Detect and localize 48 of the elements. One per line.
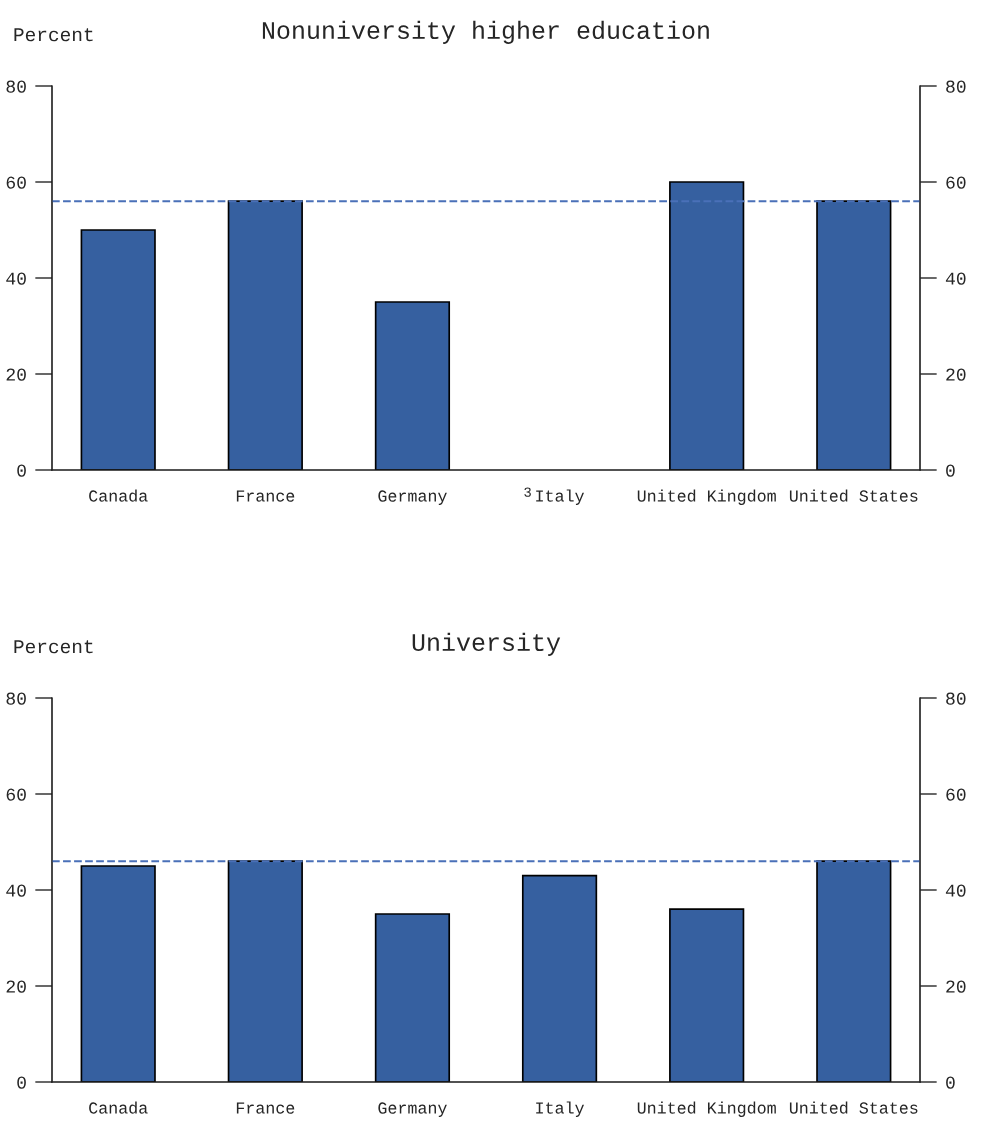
y-tick-label: 40 xyxy=(6,272,26,285)
y-tick-label: 80 xyxy=(6,692,26,705)
x-tick-label: United States xyxy=(789,489,918,502)
bar xyxy=(374,913,451,1082)
y2-tick-label: 60 xyxy=(946,176,966,189)
y-axis-title: Percent xyxy=(14,28,93,42)
y2-tick-label: 0 xyxy=(946,1076,955,1089)
bar xyxy=(669,908,745,1082)
annotation: 3 xyxy=(524,487,531,497)
y-tick-label: 60 xyxy=(6,176,26,189)
bar xyxy=(227,860,303,1082)
y2-tick-label: 80 xyxy=(946,80,966,93)
y2-tick-label: 0 xyxy=(946,464,955,477)
bar xyxy=(816,200,892,470)
y-tick-label: 80 xyxy=(6,80,26,93)
y-tick-label: 0 xyxy=(17,1076,26,1089)
x-tick-label: Canada xyxy=(89,489,148,502)
bar xyxy=(80,229,156,470)
y-tick-label: 0 xyxy=(17,464,26,477)
bar xyxy=(816,860,892,1082)
y-axis-title: Percent xyxy=(14,640,93,654)
y2-tick-label: 20 xyxy=(946,980,966,993)
x-tick-label: United Kingdom xyxy=(637,1101,776,1117)
y-tick-label: 40 xyxy=(6,884,26,897)
x-tick-label: Canada xyxy=(89,1101,148,1114)
x-tick-label: United States xyxy=(789,1101,918,1114)
x-tick-label: Germany xyxy=(378,490,447,505)
chart-title: Nonuniversity higher education xyxy=(262,20,709,44)
y-tick-label: 20 xyxy=(6,368,26,381)
x-tick-label: Italy xyxy=(536,1101,585,1117)
y2-tick-label: 20 xyxy=(946,368,966,381)
x-tick-label: Italy xyxy=(536,489,585,505)
y2-tick-label: 40 xyxy=(945,272,966,285)
x-tick-label: France xyxy=(236,490,295,502)
x-tick-label: Germany xyxy=(378,1102,447,1117)
bar xyxy=(80,865,156,1082)
x-tick-label: France xyxy=(236,1102,295,1114)
chart-title: University xyxy=(412,632,561,656)
y2-tick-label: 60 xyxy=(946,788,966,801)
bar xyxy=(521,874,598,1082)
x-tick-label: United Kingdom xyxy=(637,489,776,505)
y-tick-label: 60 xyxy=(6,788,26,801)
y-tick-label: 20 xyxy=(6,980,26,993)
y2-tick-label: 80 xyxy=(946,692,966,705)
bar xyxy=(669,181,745,470)
y2-tick-label: 40 xyxy=(945,884,966,897)
bar xyxy=(374,301,451,470)
bar xyxy=(227,200,303,470)
